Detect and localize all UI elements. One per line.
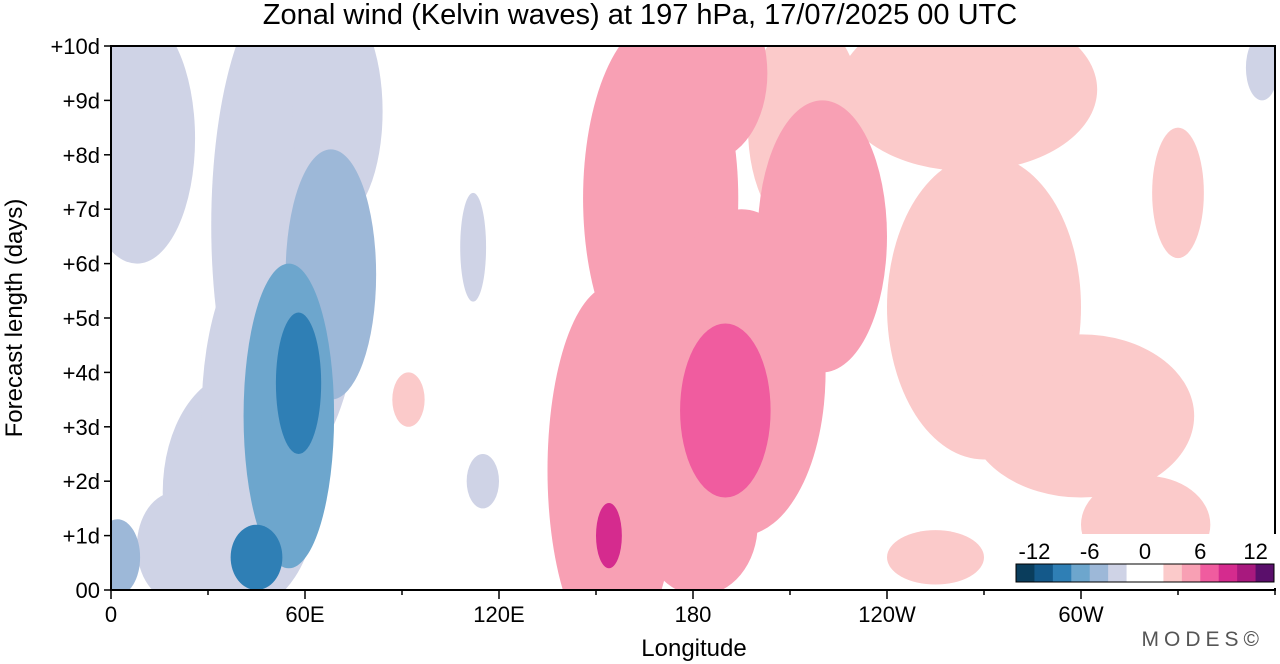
colorbar-swatch-11 — [1218, 564, 1238, 582]
colorbar-swatch-0 — [1016, 564, 1035, 582]
y-tick-label-0: 00 — [76, 578, 100, 603]
x-tick-label-4: 120W — [858, 602, 916, 627]
wind-field — [111, 46, 1275, 590]
colorbar-swatch-4 — [1089, 564, 1109, 582]
colorbar-frame — [1015, 563, 1275, 583]
wind-contour-20 — [460, 192, 487, 302]
colorbar-swatch-7 — [1145, 564, 1164, 582]
y-tick-label-3: +3d — [63, 415, 100, 440]
wind-contour-6 — [838, 46, 1098, 172]
colorbar-label-0: -12 — [1019, 539, 1051, 564]
wind-contour-34 — [230, 524, 283, 590]
wind-contour-17 — [111, 46, 196, 264]
x-tick-label-0: 0 — [105, 602, 117, 627]
colorbar-swatch-12 — [1237, 564, 1257, 582]
wind-contour-10 — [392, 372, 425, 427]
wind-contour-2 — [427, 399, 506, 590]
chart-title: Zonal wind (Kelvin waves) at 197 hPa, 17… — [263, 0, 1017, 31]
wind-contour-13 — [136, 492, 215, 590]
y-tick-label-5: +5d — [63, 306, 100, 331]
y-tick-label-6: +6d — [63, 252, 100, 277]
y-tick-label-9: +9d — [63, 88, 100, 113]
colorbar: -12 -6 0 6 12 — [1008, 534, 1280, 588]
colorbar-label-2: 0 — [1139, 539, 1151, 564]
colorbar-label-3: 6 — [1194, 539, 1206, 564]
colorbar-swatch-13 — [1255, 564, 1275, 582]
colorbar-swatch-5 — [1108, 564, 1128, 582]
colorbar-swatch-10 — [1200, 564, 1220, 582]
x-axis-label: Longitude — [641, 635, 746, 662]
colorbar-swatch-6 — [1126, 564, 1146, 582]
y-tick-label-2: +2d — [63, 469, 100, 494]
wind-contour-8 — [967, 334, 1195, 498]
colorbar-label-4: 12 — [1243, 539, 1267, 564]
colorbar-label-1: -6 — [1080, 539, 1100, 564]
wind-contour-33 — [596, 502, 622, 569]
y-axis: 00 +1d +2d +3d +4d +5d +6d +7d +8d +9d +10d — [50, 34, 111, 603]
wind-contour-32 — [680, 323, 771, 498]
y-axis-label: Forecast length (days) — [1, 199, 28, 438]
y-tick-label-8: +8d — [63, 143, 100, 168]
wind-contour-25 — [650, 46, 768, 161]
y-tick-label-7: +7d — [63, 197, 100, 222]
colorbar-swatch-1 — [1034, 564, 1054, 582]
wind-contour-35 — [275, 312, 322, 454]
colorbar-swatch-9 — [1181, 564, 1201, 582]
wind-contour-16 — [887, 530, 984, 585]
x-tick-label-3: 180 — [675, 602, 712, 627]
colorbar-swatch-2 — [1052, 564, 1072, 582]
brand-watermark: MODES© — [1142, 628, 1264, 651]
x-axis: 0 60E 120E 180 120W 60W — [105, 590, 1276, 627]
y-tick-label-1: +1d — [63, 524, 100, 549]
colorbar-swatch-8 — [1163, 564, 1183, 582]
x-tick-label-5: 60W — [1058, 602, 1103, 627]
wind-contour-22 — [1245, 46, 1275, 101]
y-tick-label-4: +4d — [63, 360, 100, 385]
x-tick-label-2: 120E — [473, 602, 524, 627]
x-tick-label-1: 60E — [285, 602, 324, 627]
wind-contour-1 — [489, 73, 542, 400]
wind-contour-9 — [1152, 127, 1204, 259]
wind-contour-21 — [466, 454, 500, 509]
y-tick-label-10: +10d — [50, 34, 100, 59]
colorbar-swatch-3 — [1071, 564, 1091, 582]
wind-contour-28 — [111, 519, 141, 590]
